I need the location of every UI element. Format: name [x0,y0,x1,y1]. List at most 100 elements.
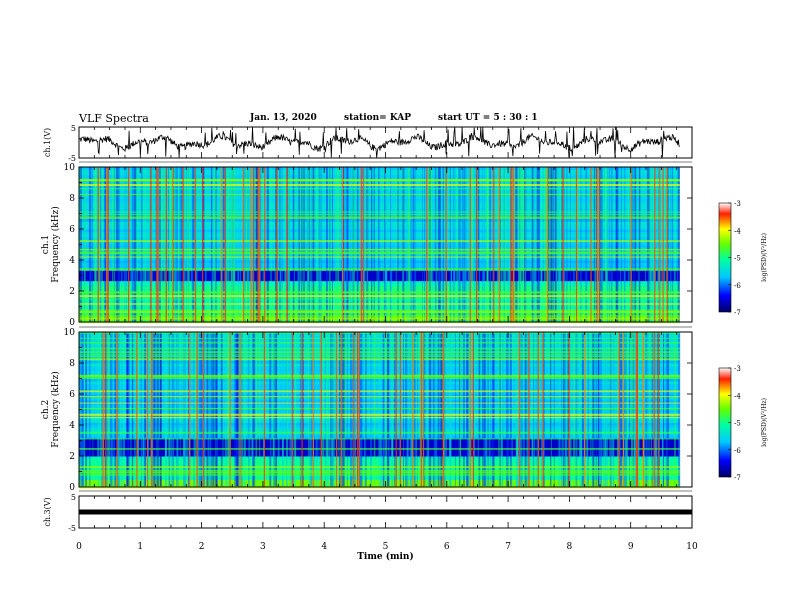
ch1-spectrogram-streak [370,167,373,322]
ch2-spectrogram-band [79,365,680,369]
ch2-spectrogram-streak [176,332,179,487]
ch2-spectrogram-sferic [196,332,198,487]
ch1-spectrogram-streak [651,167,654,322]
ch2-spectrogram-streak [131,332,134,487]
ch1-spectrogram-streak [160,167,163,322]
ch2-spectrogram-streak [156,332,159,487]
ch1-spectrogram-streak [633,167,635,322]
ch1-spectrogram-streak [280,167,282,322]
ch2-spectrogram-streak [143,332,145,487]
ch2-spectrogram-streak [317,332,319,487]
ch1-spectrogram-streak [343,167,345,322]
ch2-spectrogram-band [79,399,680,403]
ch1-spectrogram-streak [306,167,308,322]
ch2-spectrogram-streak [524,332,527,487]
ch1-spectrogram-streak [410,167,412,322]
ch2-spectrogram-ytick-label: 2 [69,452,75,462]
ch2-spectrogram-streak [309,332,312,487]
ch1-spectrogram-streak [534,167,537,322]
ch1-spectrogram-streak [214,167,216,322]
ch1-spectrogram-streak [247,167,249,322]
ch2-spectrogram-tone [79,448,680,450]
ch2-spectrogram-streak [254,332,256,487]
ch1-spectrogram-streak [563,167,565,322]
ch2-spectrogram-streak [326,332,328,487]
ch1-spectrogram-streak [366,167,369,322]
ch2-spectrogram-streak [527,332,529,487]
ch1-spectrogram-streak [463,167,465,322]
ch1-spectrogram-sferic [106,167,108,322]
ch1-spectrogram-streak [147,167,149,322]
ch2-spectrogram-streak [625,332,627,487]
ch2-spectrogram-streak [282,332,284,487]
ch1-spectrogram-streak [352,167,356,322]
ch1-spectrogram-streak [452,167,455,322]
ch2-spectrogram-tone [79,390,680,393]
ch1-spectrogram-streak [424,167,426,322]
ch1-spectrogram-band [79,221,680,225]
ch2-spectrogram-streak [625,332,626,487]
ch2-spectrogram-streak [82,332,84,487]
ch2-spectrogram-streak [289,332,292,487]
ch2-spectrogram-streak [466,332,469,487]
ch1-spectrogram-sferic [659,167,661,322]
ch1-spectrogram-streak [169,167,172,322]
ch1-spectrogram-streak [125,167,128,322]
ch2-spectrogram-streak [333,332,335,487]
ch2-spectrogram-streak [120,332,123,487]
ch1-spectrogram-streak [318,167,321,322]
ch2-spectrogram-tone [79,347,680,350]
ch2-spectrogram-streak [339,332,341,487]
ch2-spectrogram-streak [509,332,512,487]
ch2-spectrogram-band [79,339,680,343]
ch2-spectrogram-streak [411,332,413,487]
ch1-spectrogram-streak [412,167,415,322]
ch2-spectrogram-streak [463,332,465,487]
ch2-spectrogram-streak [392,332,394,487]
ch2-spectrogram-tone [79,351,680,354]
ch2-spectrogram-streak [176,332,178,487]
ch2-spectrogram-streak [225,332,228,487]
ch1-spectrogram-streak [88,167,91,322]
ch1-spectrogram-streak [532,167,534,322]
ch2-spectrogram-streak [541,332,543,487]
ch1-spectrogram-streak [504,167,507,322]
ch1-spectrogram-band [79,198,680,202]
ch1-spectrogram-band [79,208,680,212]
ch2-spectrogram-ytick-label: 0 [69,483,75,493]
ch2-spectrogram-streak [251,332,253,487]
ch2-spectrogram-streak [604,332,606,487]
ch2-spectrogram-streak [387,332,390,487]
ch1-spectrogram-streak [366,167,369,322]
ch2-spectrogram-streak [331,332,334,487]
ch2-spectrogram-tone [79,416,680,419]
ch2-spectrogram-streak [383,332,385,487]
ch1-spectrogram-streak [437,167,439,322]
ch1-spectrogram-streak [213,167,216,322]
ch1-spectrogram-streak [549,167,552,322]
ch1-spectrogram-streak [159,167,161,322]
ch1-spectrogram-streak [91,167,93,322]
ch2-spectrogram-streak [227,332,229,487]
ch2-spectrogram-band [79,342,680,346]
ch2-spectrogram-streak [579,332,581,487]
ch1-spectrogram-sferic [575,167,578,322]
ch2-spectrogram-streak [126,332,129,487]
ch2-spectrogram-streak [293,332,296,487]
ch2-spectrogram-streak [168,332,171,487]
ch1-spectrogram-colorbar-label: log(PSD)(V²/Hz) [761,233,768,282]
ch2-spectrogram-streak [633,332,637,487]
ch1-spectrogram-streak [89,167,91,322]
ch2-spectrogram-streak [156,332,158,487]
ch1-spectrogram-streak [123,167,125,322]
ch2-spectrogram-streak [449,332,451,487]
ch2-spectrogram-streak [214,332,217,487]
ch1-spectrogram-streak [133,167,136,322]
ch2-spectrogram-streak [598,332,601,487]
ch1-spectrogram-sferic [276,167,278,322]
ch1-spectrogram-streak [188,167,189,322]
ch1-spectrogram-streak [168,167,171,322]
ch2-spectrogram-band [79,443,680,447]
ch2-spectrogram-streak [440,332,443,487]
ch1-spectrogram-streak [406,167,407,322]
